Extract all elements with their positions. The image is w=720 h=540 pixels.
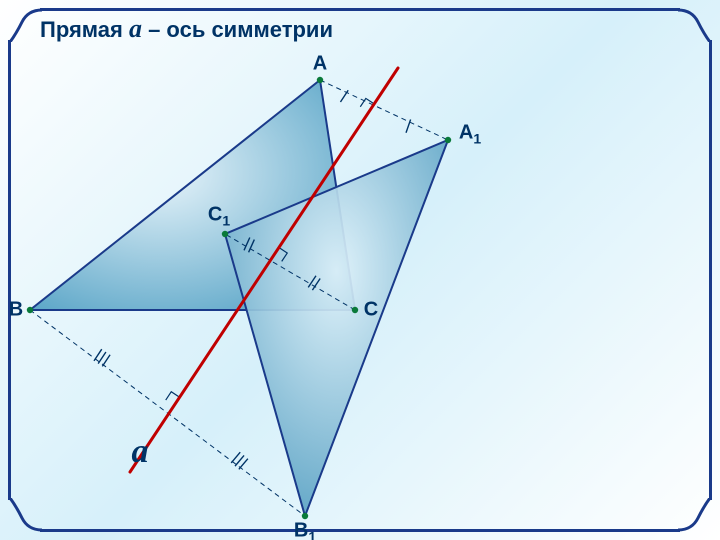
geometry-diagram: [0, 0, 720, 540]
label-b: В: [9, 299, 23, 322]
label-a1: А1: [459, 122, 481, 147]
vertex-a: [317, 77, 323, 83]
label-c1: С1: [208, 204, 230, 229]
label-b1: В1: [294, 520, 316, 540]
label-a: А: [313, 53, 327, 76]
axis-label: а: [132, 433, 149, 471]
vertex-a1: [445, 137, 451, 143]
vertex-b: [27, 307, 33, 313]
vertex-c: [352, 307, 358, 313]
vertex-c1: [222, 231, 228, 237]
label-c: С: [364, 299, 378, 322]
vertex-b1: [302, 513, 308, 519]
